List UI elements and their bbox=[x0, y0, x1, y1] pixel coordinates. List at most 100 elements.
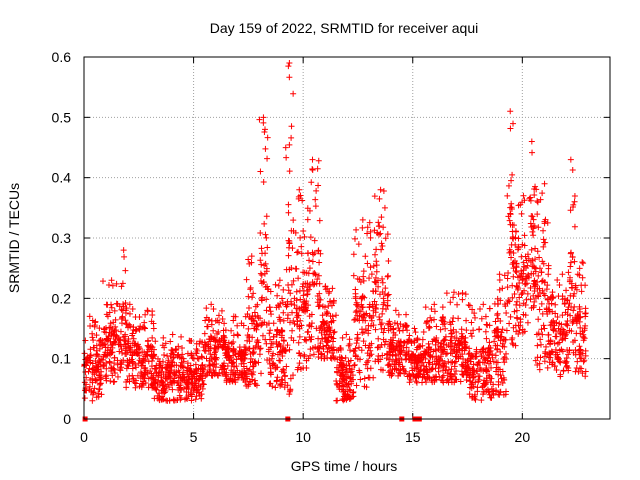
data-point bbox=[483, 321, 490, 328]
data-point bbox=[223, 373, 230, 380]
data-point bbox=[89, 397, 96, 404]
data-point bbox=[142, 380, 149, 387]
data-point bbox=[375, 344, 382, 351]
data-point bbox=[257, 345, 264, 352]
data-point bbox=[297, 365, 304, 372]
data-point bbox=[300, 228, 307, 234]
data-point bbox=[484, 349, 491, 356]
data-point bbox=[387, 321, 394, 328]
data-point bbox=[496, 286, 503, 293]
data-point bbox=[505, 269, 512, 276]
data-point bbox=[403, 311, 410, 318]
data-point bbox=[423, 379, 430, 386]
data-point bbox=[534, 248, 541, 255]
data-point bbox=[395, 367, 402, 374]
data-point bbox=[304, 250, 311, 257]
data-point bbox=[490, 392, 497, 399]
y-tick-label: 0.5 bbox=[52, 109, 72, 125]
data-point bbox=[515, 330, 522, 337]
data-point bbox=[300, 269, 307, 276]
data-point bbox=[445, 358, 452, 365]
data-point bbox=[425, 359, 432, 366]
data-point bbox=[280, 344, 287, 351]
data-point bbox=[114, 357, 121, 364]
data-point bbox=[340, 397, 347, 404]
data-point bbox=[105, 333, 112, 340]
data-point bbox=[534, 285, 541, 292]
data-point bbox=[559, 271, 566, 278]
data-point bbox=[469, 393, 476, 400]
data-point bbox=[571, 192, 578, 199]
data-point bbox=[357, 279, 364, 286]
data-point bbox=[297, 296, 304, 303]
data-point bbox=[122, 267, 129, 274]
data-point bbox=[197, 372, 204, 379]
data-point bbox=[310, 281, 317, 288]
data-point bbox=[104, 337, 111, 344]
data-point bbox=[546, 351, 553, 358]
data-point bbox=[325, 337, 332, 344]
data-point bbox=[288, 265, 295, 272]
data-point bbox=[484, 322, 491, 329]
data-point bbox=[516, 302, 523, 309]
data-point bbox=[544, 296, 551, 303]
data-point bbox=[212, 342, 219, 349]
data-point bbox=[272, 281, 279, 288]
data-point bbox=[519, 241, 526, 248]
data-point bbox=[296, 287, 303, 294]
data-point bbox=[451, 363, 458, 370]
data-point bbox=[274, 374, 281, 381]
data-point bbox=[260, 119, 267, 126]
x-tick-label: 0 bbox=[80, 429, 88, 445]
data-point bbox=[360, 268, 367, 275]
data-point bbox=[341, 396, 348, 403]
data-point bbox=[118, 345, 125, 352]
data-point bbox=[485, 352, 492, 359]
data-point bbox=[212, 356, 219, 363]
data-point bbox=[382, 285, 389, 292]
data-point bbox=[400, 367, 407, 374]
data-point bbox=[96, 345, 103, 352]
data-point bbox=[504, 275, 511, 282]
data-point bbox=[499, 368, 506, 375]
data-point bbox=[108, 349, 115, 356]
data-point bbox=[457, 378, 464, 385]
data-point bbox=[198, 353, 205, 360]
data-point bbox=[342, 392, 349, 399]
data-point bbox=[494, 295, 501, 302]
data-point bbox=[536, 289, 543, 296]
data-point bbox=[552, 333, 559, 340]
data-point bbox=[359, 304, 366, 311]
data-point bbox=[199, 354, 206, 361]
data-point bbox=[413, 346, 420, 353]
data-point bbox=[278, 334, 285, 341]
data-point bbox=[330, 329, 337, 336]
data-point bbox=[86, 383, 93, 390]
data-point bbox=[533, 186, 540, 193]
data-point bbox=[498, 375, 505, 382]
data-point bbox=[580, 358, 587, 365]
data-point bbox=[90, 389, 97, 396]
data-point bbox=[376, 314, 383, 321]
data-point bbox=[295, 248, 302, 255]
data-point bbox=[367, 234, 374, 241]
data-point bbox=[496, 276, 503, 283]
data-point bbox=[155, 373, 162, 380]
data-point bbox=[238, 348, 245, 355]
data-point bbox=[217, 341, 224, 348]
data-point bbox=[398, 347, 405, 354]
data-point bbox=[307, 283, 314, 290]
data-point bbox=[225, 339, 232, 346]
data-point bbox=[350, 272, 357, 279]
data-point bbox=[90, 337, 97, 344]
data-point bbox=[500, 391, 507, 398]
data-point bbox=[301, 301, 308, 308]
data-point bbox=[441, 346, 448, 353]
data-point bbox=[571, 337, 578, 344]
data-point bbox=[93, 342, 100, 349]
data-point bbox=[246, 314, 253, 321]
data-point bbox=[578, 355, 585, 362]
data-point bbox=[230, 338, 237, 345]
data-point bbox=[489, 354, 496, 361]
data-point bbox=[309, 165, 316, 172]
